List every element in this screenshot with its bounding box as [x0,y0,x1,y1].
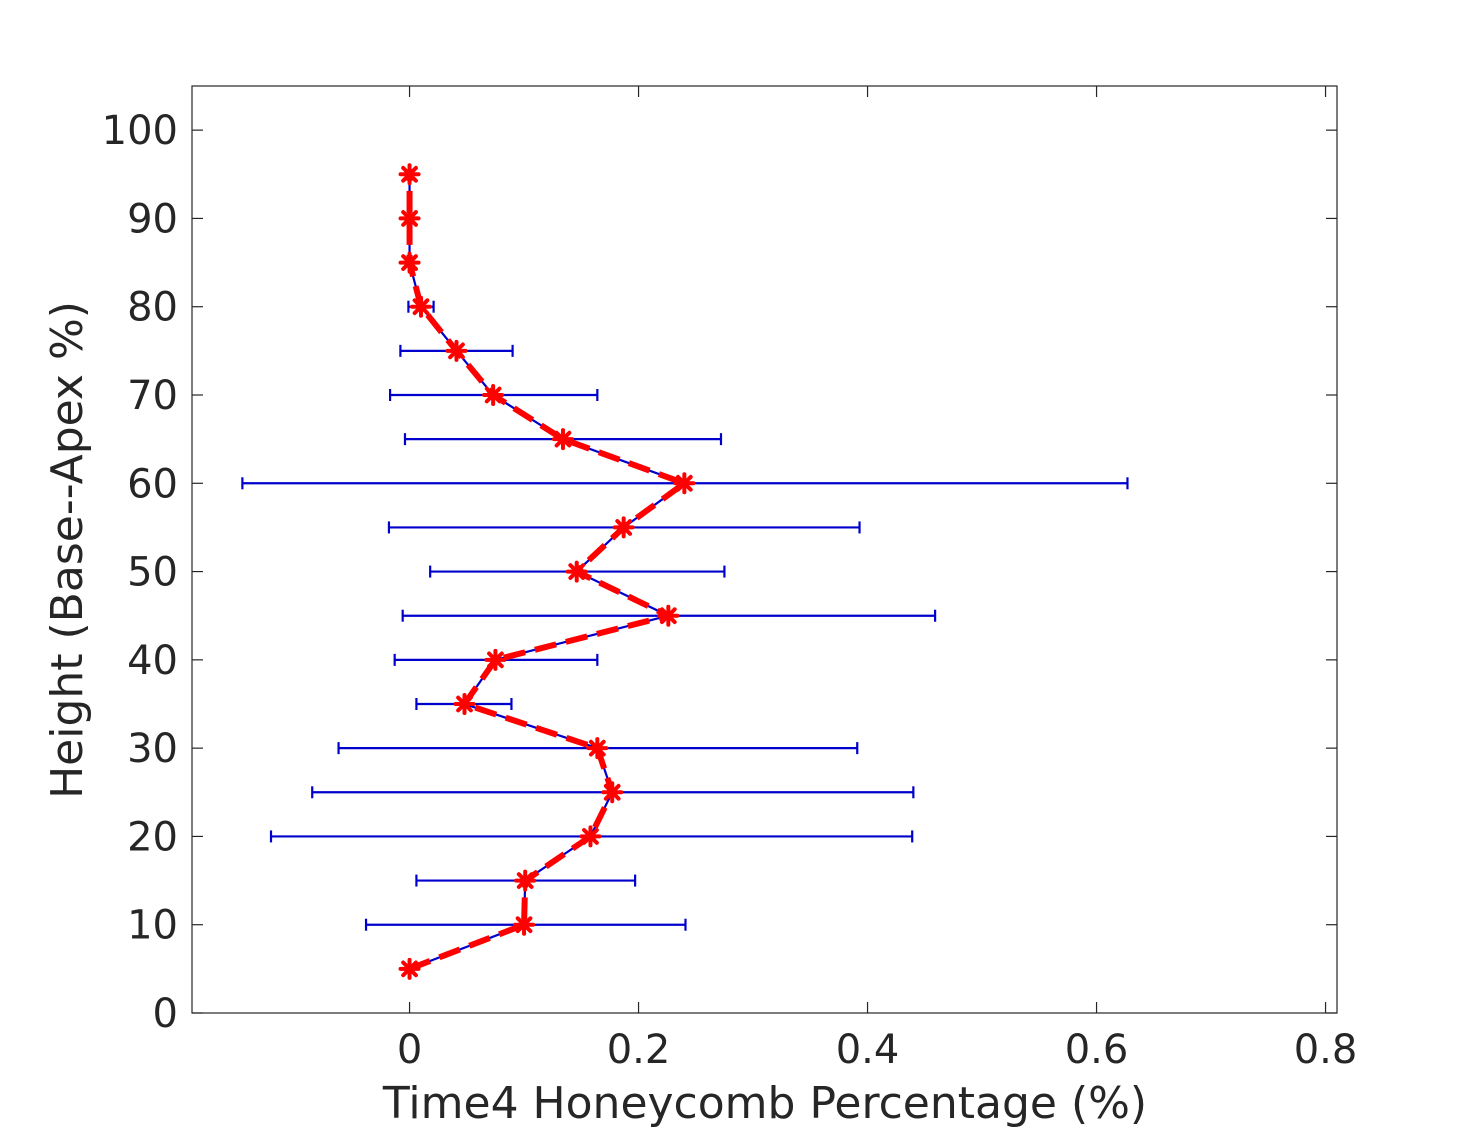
star-marker [482,384,505,406]
axis-labels: Time4 Honeycomb Percentage (%) Height (B… [42,301,1147,1129]
star-marker [586,737,609,760]
y-tick-label: 90 [127,196,178,242]
star-marker-core [416,301,426,312]
x-tick-label: 0.8 [1294,1027,1358,1073]
y-tick-label: 20 [127,814,178,860]
star-marker [484,648,507,671]
star-marker-core [520,875,531,886]
x-tick-label: 0 [397,1027,422,1073]
star-marker [398,251,421,274]
x-tick-label: 0.4 [836,1027,900,1073]
y-tick-label: 40 [127,638,178,684]
star-marker [657,604,680,627]
y-tick-label: 60 [127,461,178,507]
x-tick-label: 0.2 [607,1027,671,1073]
y-tick-label: 80 [127,285,178,331]
star-marker [445,339,468,362]
star-marker [398,957,421,980]
star-marker-core [404,963,415,974]
axes: 0 0.2 0.4 0.6 0.8 0 10 20 30 40 50 60 70 80 90 100 [102,85,1358,1073]
star-marker-core [663,610,674,621]
star-marker-core [592,743,603,754]
y-tick-label: 10 [127,903,178,949]
y-tick-label: 50 [127,550,178,596]
star-marker [398,207,421,230]
y-tick-label: 70 [127,373,178,419]
star-marker-core [618,522,629,533]
star-marker-core [607,787,618,798]
star-marker [513,913,536,936]
star-marker [453,693,476,715]
star-marker [601,781,624,804]
star-marker-core [404,257,415,268]
star-marker [673,472,696,495]
plot-area-box [191,85,1338,1014]
star-marker-core [557,434,568,445]
star-marker-core [451,345,462,356]
y-tick-label: 30 [127,726,178,772]
star-marker-core [488,390,499,400]
x-axis-label: Time4 Honeycomb Percentage (%) [382,1078,1147,1129]
star-marker-core [404,213,415,224]
y-axis-label: Height (Base--Apex %) [42,301,93,799]
marker-series [398,163,696,980]
star-marker-core [404,169,415,180]
x-tick-label: 0.6 [1065,1027,1129,1073]
star-marker [579,825,602,848]
star-marker [565,560,588,583]
star-marker [514,869,537,892]
star-marker [398,163,421,186]
star-marker-core [585,831,596,842]
star-marker-core [571,566,582,577]
star-marker-core [519,919,530,930]
star-marker-core [679,478,690,489]
y-tick-label: 100 [102,108,178,154]
star-marker [551,428,574,451]
star-marker [410,295,432,318]
star-marker [612,516,635,539]
y-tick-label: 0 [153,991,178,1037]
star-marker-core [490,654,501,665]
star-marker-core [459,699,470,709]
